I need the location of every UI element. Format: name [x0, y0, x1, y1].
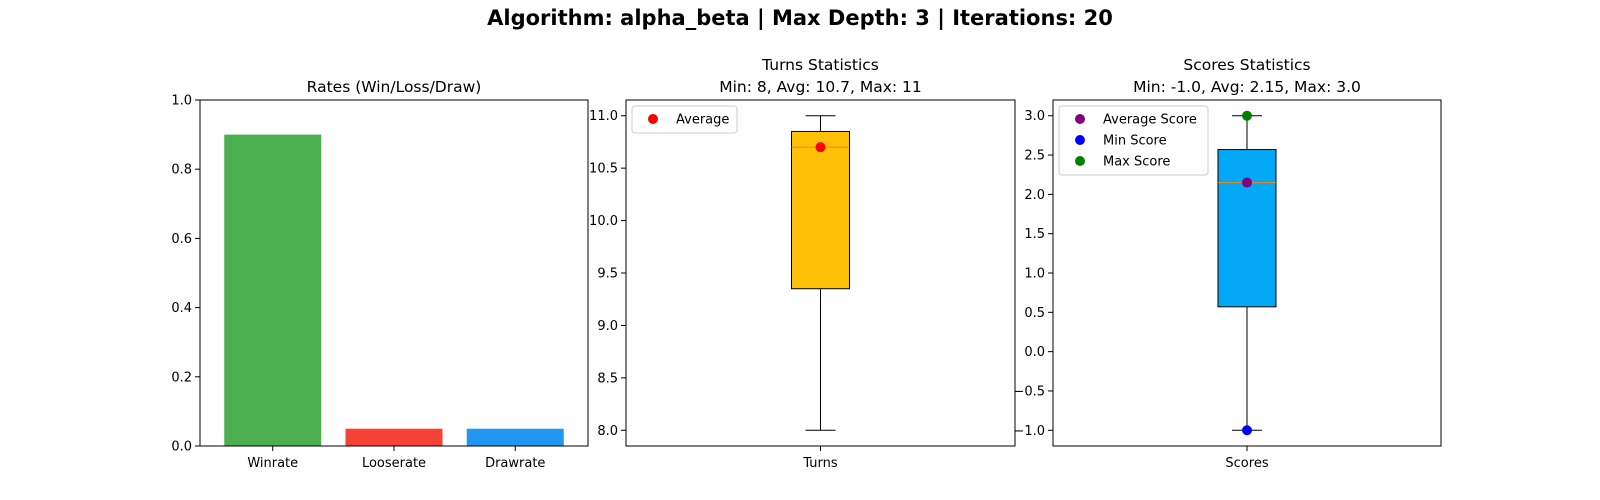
y-tick-label: 10.5	[589, 162, 618, 177]
y-tick-label: 2.0	[1024, 188, 1045, 203]
subplot-title: Scores Statistics	[1183, 56, 1310, 74]
legend-frame	[1058, 105, 1209, 176]
y-tick-label: 8.0	[597, 424, 618, 439]
marker-max-score	[1242, 110, 1252, 121]
bar-looserate	[345, 428, 443, 446]
x-tick-label: Scores	[1225, 456, 1268, 471]
y-tick-label: 1.5	[1024, 227, 1045, 242]
y-tick-label: 3.0	[1024, 109, 1045, 124]
figure-suptitle: Algorithm: alpha_beta | Max Depth: 3 | I…	[487, 6, 1113, 31]
y-tick-label: 1.0	[171, 94, 192, 109]
y-tick-label: 0.8	[171, 163, 192, 178]
legend-label: Max Score	[1103, 155, 1170, 170]
y-tick-label: 0.2	[171, 370, 192, 385]
marker-average-score	[1242, 177, 1252, 188]
y-tick-label: 2.5	[1024, 149, 1045, 164]
y-tick-label: 0.0	[1024, 345, 1045, 360]
box-iqr	[1217, 149, 1277, 308]
y-tick-label: 0.0	[171, 440, 192, 455]
x-tick-label: Turns	[802, 456, 838, 471]
legend: Average	[631, 105, 738, 134]
legend-label: Average Score	[1103, 113, 1197, 128]
subplot-title: Rates (Win/Loss/Draw)	[307, 78, 482, 96]
legend-marker	[648, 114, 658, 124]
y-tick-label: 8.5	[597, 371, 618, 386]
marker-min-score	[1242, 425, 1252, 436]
y-tick-label: 0.5	[1024, 306, 1045, 321]
subplot-subtitle: Min: -1.0, Avg: 2.15, Max: 3.0	[1133, 78, 1361, 96]
subplot-1: Rates (Win/Loss/Draw) 0.0 0.2 0.4 0.6 0.8 1.0 W…	[171, 78, 589, 471]
x-tick-label: Drawrate	[485, 456, 545, 471]
marker-average	[815, 142, 826, 153]
y-tick-label: 9.0	[597, 319, 618, 334]
y-tick-label: 9.5	[597, 267, 618, 282]
x-tick-label: Looserate	[362, 456, 426, 471]
subplot-2: Turns Statistics Min: 8, Avg: 10.7, Max: …	[589, 56, 1016, 471]
y-tick-label: −0.5	[1013, 384, 1045, 399]
bar-winrate	[224, 134, 322, 446]
subplot-subtitle: Min: 8, Avg: 10.7, Max: 11	[719, 78, 922, 96]
legend: Average Score Min Score Max Score	[1058, 105, 1209, 176]
subplot-title: Turns Statistics	[761, 56, 879, 74]
y-tick-label: 11.0	[589, 109, 618, 124]
legend-label: Min Score	[1103, 134, 1167, 149]
legend-marker	[1075, 135, 1085, 145]
axes-frame	[625, 99, 1016, 447]
box-iqr	[791, 130, 850, 290]
axes-frame	[1052, 99, 1442, 447]
legend-marker	[1075, 156, 1085, 166]
subplot-3: Scores Statistics Min: -1.0, Avg: 2.15, M…	[1013, 56, 1442, 471]
y-tick-label: 10.0	[589, 214, 618, 229]
legend-marker	[1075, 114, 1085, 124]
y-tick-label: 1.0	[1024, 267, 1045, 282]
y-tick-label: −1.0	[1013, 424, 1045, 439]
legend-label: Average	[676, 113, 729, 128]
panels: Rates (Win/Loss/Draw) 0.0 0.2 0.4 0.6 0.8 1.0 W…	[171, 56, 1442, 471]
legend-frame	[631, 105, 738, 134]
y-tick-label: 0.6	[171, 232, 192, 247]
y-tick-label: 0.4	[171, 301, 192, 316]
x-tick-label: Winrate	[247, 456, 298, 471]
bar-drawrate	[466, 428, 564, 446]
axes-frame	[199, 99, 589, 447]
